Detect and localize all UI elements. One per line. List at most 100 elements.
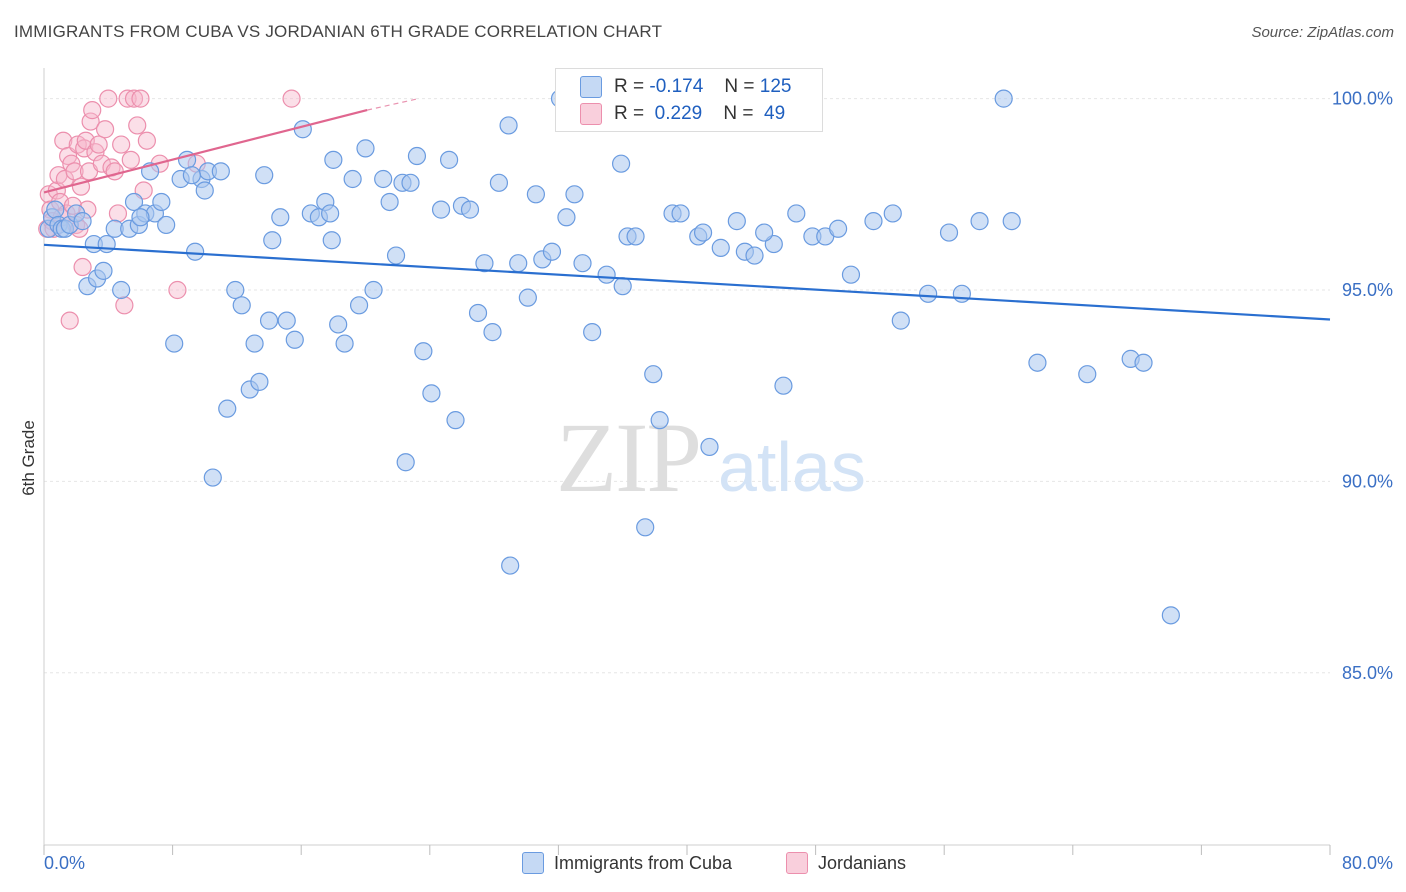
jordanians-point [118, 89, 137, 108]
cuba-point [499, 116, 518, 135]
cuba-point [414, 342, 433, 361]
legend-row-jordanians: R = 0.229 N = 49 [580, 102, 785, 126]
cuba-point [583, 323, 602, 342]
cuba-point [468, 303, 488, 323]
cuba-point [277, 311, 296, 330]
cuba-point [112, 280, 131, 300]
cuba-point [250, 372, 269, 391]
trend-lines [43, 98, 1331, 321]
jordanians-point [73, 257, 92, 277]
jordanians-point [99, 89, 118, 108]
cuba-point [321, 204, 340, 223]
cuba-point [343, 169, 362, 189]
cuba-point [407, 146, 427, 166]
cuba-point [650, 411, 669, 430]
cuba-point [446, 411, 465, 430]
cuba-point [1161, 606, 1180, 625]
series-legend: Immigrants from Cuba Jordanians [0, 852, 1406, 878]
cuba-point [218, 399, 237, 418]
cuba-swatch [580, 76, 602, 98]
cuba-legend-label: Immigrants from Cuba [554, 852, 733, 873]
cuba-point [1002, 212, 1021, 231]
cuba-point [671, 204, 690, 223]
cuba-point [271, 208, 290, 227]
jordanians-point [124, 89, 144, 108]
cuba-point [422, 384, 441, 403]
legend-row-cuba: R = -0.174 N = 125 [580, 75, 791, 99]
jordanians-point [105, 162, 124, 181]
cuba-point [124, 192, 144, 212]
watermark-atlas: atlas [718, 428, 866, 506]
cuba-point [182, 166, 201, 185]
cuba-point [255, 166, 274, 185]
cuba-point [644, 365, 663, 384]
cuba-point [329, 315, 348, 334]
jordanians-point [112, 135, 131, 154]
cuba-point [186, 242, 205, 261]
cuba-point [364, 280, 383, 300]
jordanians-point [81, 112, 100, 131]
cuba-point [787, 204, 806, 223]
cuba-point [518, 288, 537, 307]
cuba-trend-line [43, 243, 1331, 321]
cuba-point [509, 254, 528, 273]
cuba-point [501, 556, 520, 575]
cuba-point [396, 453, 415, 472]
jordanians-point [95, 120, 115, 139]
cuba-point [245, 334, 264, 353]
n-value: 49 [764, 103, 786, 124]
cuba-point [1134, 353, 1153, 372]
jordanians-point [128, 116, 147, 135]
x-tick-label-max: 80.0% [1342, 853, 1393, 873]
y-tick-label: 85.0% [1342, 663, 1393, 683]
cuba-point [232, 296, 251, 315]
cuba-point [597, 265, 616, 284]
cuba-point [195, 181, 214, 200]
cuba-point [131, 208, 150, 227]
cuba-point [1028, 353, 1047, 372]
cuba-point [386, 246, 406, 265]
cuba-point [700, 437, 719, 457]
y-tick-label: 100.0% [1332, 89, 1393, 109]
jordanians-point [108, 204, 128, 223]
watermark-zip: ZIP [556, 402, 700, 513]
jordanians-trend-extension [366, 98, 419, 111]
jordanians-point [282, 89, 301, 108]
cuba-point [526, 185, 545, 204]
cuba-point [324, 150, 343, 169]
cuba-point [211, 162, 230, 181]
cuba-point [891, 311, 910, 330]
cuba-point [626, 227, 645, 246]
jordanians-point [75, 139, 94, 158]
jordanians-point [60, 311, 79, 330]
cuba-point [939, 223, 959, 242]
cuba-point [439, 150, 459, 169]
cuba-point [952, 284, 971, 303]
n-value: 125 [759, 76, 792, 97]
r-value: 0.229 [654, 103, 703, 124]
n-label: N = [723, 103, 754, 124]
axes [43, 68, 1331, 855]
chart-source: Source: ZipAtlas.com [1251, 24, 1394, 41]
cuba-point [374, 169, 393, 189]
jordanians-point [121, 150, 140, 169]
cuba-point [356, 139, 375, 158]
cuba-point [841, 265, 861, 284]
legend-item-jordanians: Jordanians [786, 852, 906, 874]
y-axis-label: 6th Grade [19, 420, 38, 496]
cuba-point [97, 234, 116, 254]
cuba-point [380, 192, 399, 212]
cuba-point [883, 204, 902, 223]
r-label: R = [614, 103, 645, 124]
cuba-point [203, 468, 222, 487]
cuba-point [165, 334, 184, 353]
cuba-point [489, 173, 509, 192]
cuba-point [864, 212, 883, 231]
jordanians-trend-line [43, 109, 368, 194]
jordanians-point [168, 280, 187, 300]
cuba-point [460, 200, 480, 219]
y-tick-label: 95.0% [1342, 280, 1393, 300]
jordanians-point [115, 296, 134, 315]
cuba-point [994, 89, 1013, 108]
cuba-point [293, 120, 312, 139]
